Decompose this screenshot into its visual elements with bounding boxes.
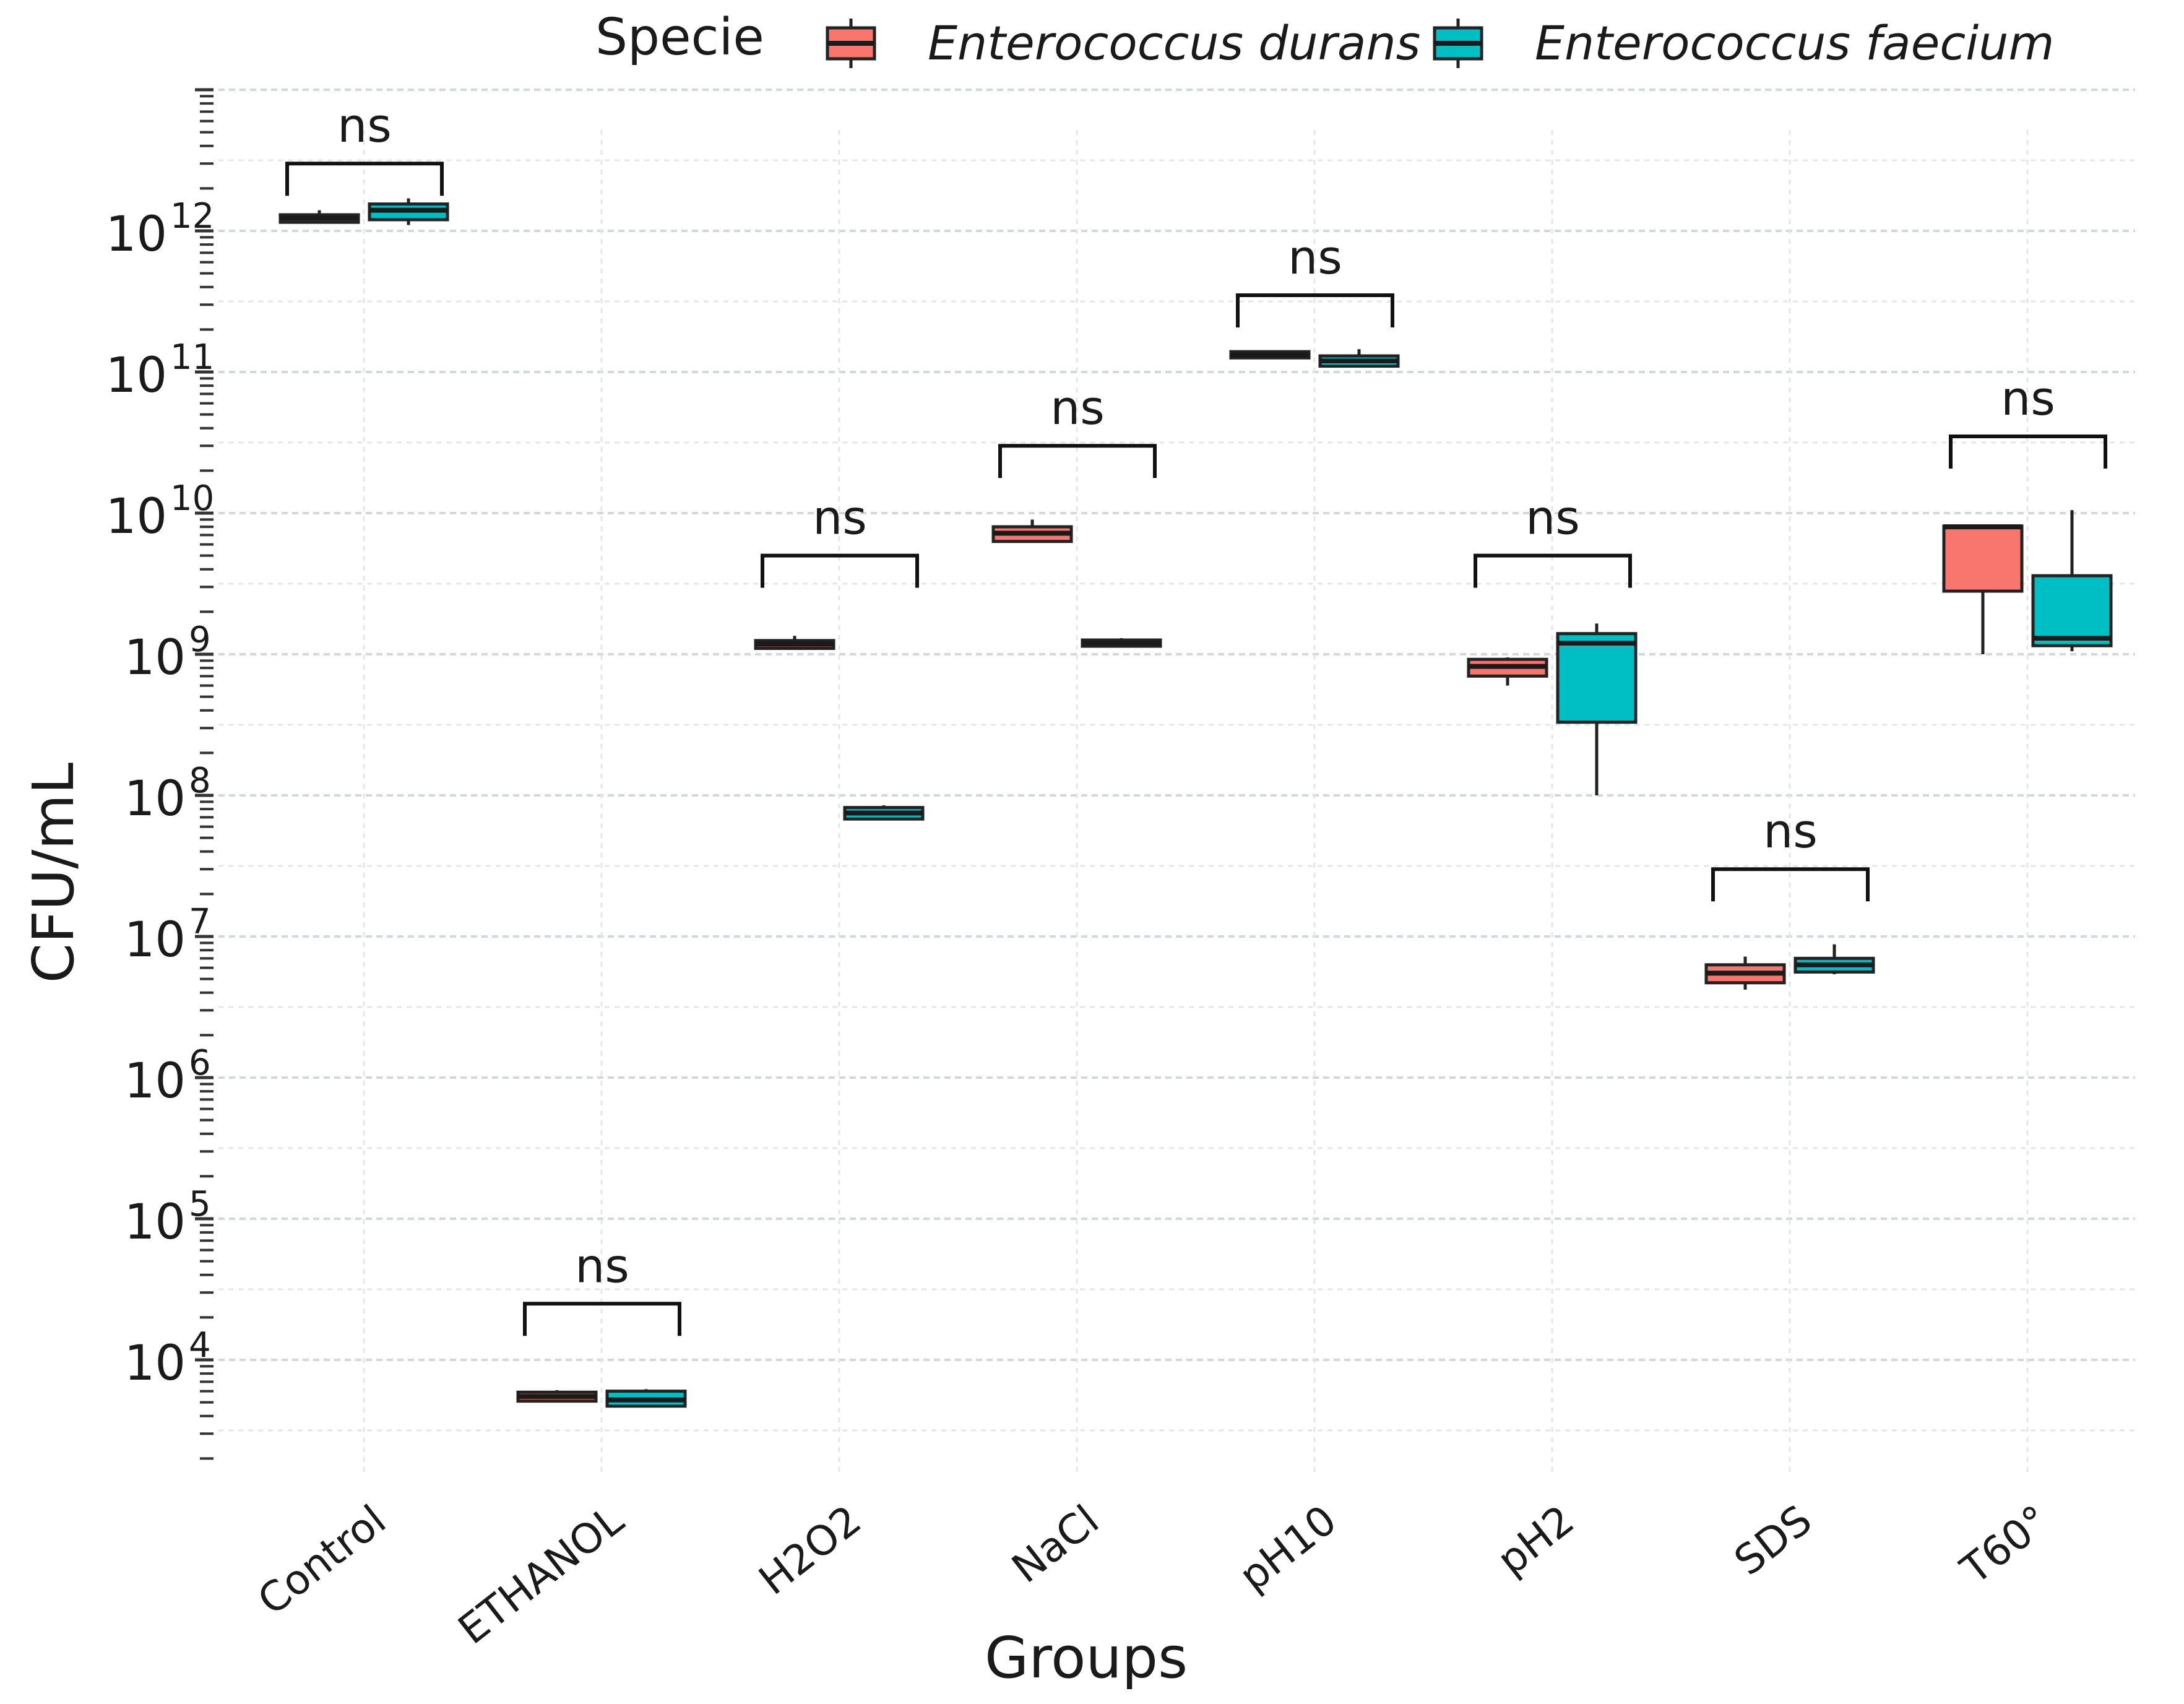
- y-tick-label: 10 11: [106, 337, 215, 404]
- significance-label: ns: [1288, 230, 1342, 285]
- x-tick-label: T60°: [1952, 1496, 2058, 1594]
- significance-bracket: ns: [998, 380, 1157, 478]
- y-tick-label: 10 5: [124, 1184, 211, 1250]
- box-plot: [991, 519, 1073, 543]
- significance-bracket: ns: [1711, 803, 1870, 902]
- y-tick-base: 10: [106, 207, 167, 262]
- significance-label: ns: [1526, 490, 1580, 545]
- legend-item: Enterococcus durans: [826, 15, 1420, 71]
- y-tick-exponent: 7: [189, 902, 211, 942]
- box-plot: [1229, 350, 1311, 360]
- y-axis-title: CFU/mL: [20, 763, 87, 983]
- bracket-line: [285, 162, 444, 196]
- y-tick-base: 10: [106, 348, 167, 404]
- bracket-line: [1474, 553, 1632, 588]
- y-tick-exponent: 5: [189, 1184, 211, 1224]
- box: [1942, 524, 2024, 593]
- bracket-line: [761, 553, 919, 588]
- y-tick-label: 10 6: [124, 1043, 211, 1109]
- box-plot: [1318, 349, 1400, 368]
- significance-bracket: ns: [1236, 230, 1394, 327]
- box-plot: [368, 198, 449, 225]
- y-tick-base: 10: [124, 1053, 186, 1109]
- y-tick-base: 10: [124, 1336, 186, 1391]
- significance-bracket: ns: [761, 490, 919, 588]
- x-tick-label: SDS: [1725, 1496, 1820, 1585]
- box-plot: [605, 1389, 687, 1408]
- y-tick-base: 10: [124, 912, 186, 968]
- significance-label: ns: [575, 1238, 629, 1293]
- x-tick-label: Control: [249, 1496, 394, 1625]
- y-tick-label: 10 7: [124, 902, 211, 968]
- bracket-line: [1236, 293, 1394, 327]
- y-tick-label: 10 9: [124, 620, 211, 686]
- significance-bracket: ns: [1474, 490, 1632, 588]
- bracket-line: [998, 444, 1157, 478]
- significance-label: ns: [2001, 371, 2055, 426]
- box-plot: [516, 1390, 598, 1403]
- box: [1556, 632, 1638, 724]
- x-tick-label: pH2: [1488, 1496, 1583, 1585]
- y-tick-exponent: 4: [189, 1325, 211, 1365]
- y-tick-base: 10: [106, 489, 167, 545]
- bracket-line: [1711, 867, 1870, 902]
- box: [2031, 574, 2113, 647]
- y-tick-label: 10 10: [106, 478, 215, 545]
- legend-label: Enterococcus faecium: [1535, 15, 2054, 71]
- box-plot: [1081, 638, 1162, 648]
- legend-item: Enterococcus faecium: [1433, 15, 2054, 71]
- box-plot: [1556, 623, 1638, 795]
- y-tick-exponent: 11: [170, 337, 214, 378]
- box-plot: [1467, 657, 1548, 686]
- y-tick-base: 10: [124, 1195, 186, 1250]
- box-plot: [1704, 956, 1786, 990]
- legend-title: Specie: [595, 8, 764, 67]
- y-tick-label: 10 8: [124, 761, 211, 827]
- box-plot: [754, 636, 835, 651]
- significance-label: ns: [1050, 380, 1105, 435]
- x-axis-title: Groups: [985, 1625, 1188, 1691]
- y-tick-exponent: 6: [189, 1043, 211, 1083]
- significance-bracket: ns: [1949, 371, 2107, 469]
- bracket-line: [523, 1302, 681, 1336]
- y-tick-exponent: 10: [170, 478, 214, 519]
- x-tick-label: NaCl: [1003, 1496, 1108, 1593]
- x-tick-label: ETHANOL: [449, 1496, 632, 1654]
- x-tick-label: H2O2: [750, 1496, 870, 1604]
- box-plot: [278, 210, 360, 224]
- x-tick-label: pH10: [1230, 1496, 1345, 1601]
- y-tick-base: 10: [124, 771, 186, 827]
- y-tick-label: 10 4: [124, 1325, 211, 1391]
- box-plot: [843, 805, 925, 821]
- box-plot: [2031, 510, 2113, 652]
- bracket-line: [1949, 434, 2107, 469]
- y-tick-exponent: 8: [189, 761, 211, 801]
- y-tick-label: 10 12: [106, 196, 215, 262]
- significance-bracket: ns: [285, 98, 444, 196]
- significance-label: ns: [1763, 803, 1818, 858]
- box-plot: [1942, 524, 2024, 654]
- significance-label: ns: [813, 490, 867, 545]
- y-tick-base: 10: [124, 630, 186, 686]
- significance-bracket: ns: [523, 1238, 681, 1336]
- significance-label: ns: [337, 98, 392, 153]
- legend: Specie Enterococcus durans Enterococcus f…: [595, 8, 2054, 71]
- box-plot: [1793, 944, 1875, 975]
- y-tick-exponent: 9: [189, 620, 211, 660]
- y-tick-exponent: 12: [170, 196, 214, 236]
- legend-label: Enterococcus durans: [928, 15, 1420, 71]
